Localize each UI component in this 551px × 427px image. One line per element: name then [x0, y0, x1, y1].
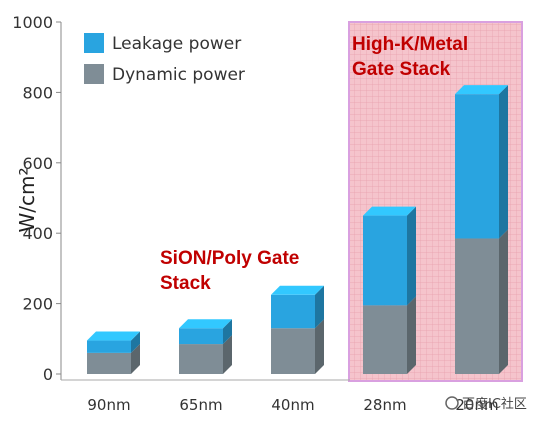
bar-stack-28nm	[363, 206, 416, 374]
bar-dynamic-40nm	[271, 319, 324, 374]
bar-top	[363, 206, 416, 216]
annotation-highk-line1: High-K/Metal	[352, 34, 468, 55]
annotation-sion-poly: SiON/Poly Gate Stack	[160, 248, 299, 294]
y-tick-label: 800	[22, 83, 53, 102]
x-tick-label-28nm: 28nm	[363, 396, 406, 414]
bar-group	[87, 85, 508, 374]
bar-dynamic-28nm	[363, 296, 416, 374]
legend-label-dynamic: Dynamic power	[112, 65, 245, 85]
y-tick-label: 0	[43, 365, 53, 384]
bar-side	[315, 319, 324, 374]
x-tick-label-65nm: 65nm	[179, 396, 222, 414]
bar-top	[179, 319, 232, 329]
bar-front	[87, 352, 131, 374]
annotation-highk-line2: Gate Stack	[352, 59, 451, 80]
bar-stack-65nm	[179, 319, 232, 374]
y-tick-label: 600	[22, 154, 53, 173]
bar-side	[223, 319, 232, 345]
bar-front	[179, 344, 223, 374]
bar-front	[87, 340, 131, 353]
bar-front	[271, 328, 315, 374]
bar-side	[131, 343, 140, 374]
bar-leakage-40nm	[271, 285, 324, 329]
bar-dynamic-90nm	[87, 343, 140, 374]
y-tick-label: 1000	[12, 13, 53, 32]
watermark-logo-icon	[445, 396, 459, 410]
bar-side	[131, 331, 140, 353]
bar-side	[223, 335, 232, 374]
bar-leakage-90nm	[87, 331, 140, 353]
bar-front	[271, 294, 315, 329]
highlight-border	[348, 21, 523, 382]
bar-leakage-28nm	[363, 206, 416, 306]
bar-front	[455, 238, 499, 374]
bar-side	[499, 85, 508, 239]
bar-top	[455, 85, 508, 95]
x-axis-labels: 90nm 65nm 40nm 28nm 20nm	[87, 396, 498, 414]
bar-top	[87, 331, 140, 341]
bar-top	[271, 285, 324, 295]
bar-dynamic-65nm	[179, 335, 232, 374]
bar-front	[179, 328, 223, 345]
bar-side	[315, 285, 324, 329]
y-tick-label: 400	[22, 224, 53, 243]
bar-front	[363, 215, 407, 306]
legend-swatch-dynamic	[84, 64, 104, 84]
bar-dynamic-20nm	[455, 229, 508, 374]
annotation-high-k-metal: High-K/Metal Gate Stack	[352, 34, 468, 80]
bar-stack-40nm	[271, 285, 324, 374]
bar-front	[363, 305, 407, 374]
x-tick-label-40nm: 40nm	[271, 396, 314, 414]
y-tick-label: 200	[22, 295, 53, 314]
bar-stack-90nm	[87, 331, 140, 374]
y-axis: 0 200 400 600 800 1000	[12, 13, 350, 384]
bar-front	[455, 94, 499, 239]
bar-side	[407, 296, 416, 374]
x-tick-label-90nm: 90nm	[87, 396, 130, 414]
legend-swatch-leakage	[84, 33, 104, 53]
annotation-sion-line1: SiON/Poly Gate	[160, 248, 299, 269]
legend: Leakage power Dynamic power	[84, 33, 245, 85]
y-axis-label: W/cm²	[15, 167, 39, 232]
bar-side	[499, 229, 508, 374]
legend-label-leakage: Leakage power	[112, 34, 241, 54]
x-tick-label-20nm: 20nm	[455, 396, 498, 414]
annotation-sion-line2: Stack	[160, 273, 211, 294]
watermark-text: 百度IC社区	[462, 396, 527, 412]
bar-stack-20nm	[455, 85, 508, 374]
watermark: 百度IC社区	[445, 396, 527, 412]
bar-side	[407, 206, 416, 306]
bar-leakage-65nm	[179, 319, 232, 345]
bar-leakage-20nm	[455, 85, 508, 239]
